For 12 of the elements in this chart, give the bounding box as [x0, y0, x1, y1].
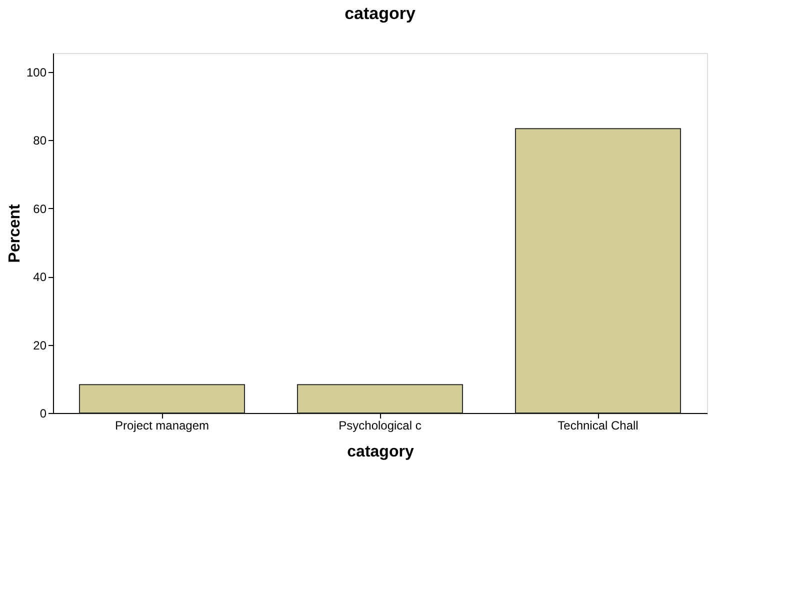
y-tick-label: 100 [26, 65, 47, 80]
y-tick-label: 20 [33, 338, 47, 352]
x-axis-title: catagory [347, 444, 414, 460]
x-tick-label: Project managem [114, 418, 210, 432]
y-tick-label: 60 [33, 202, 47, 216]
x-tick-label: Psychological c [338, 418, 422, 432]
y-tick-label: 40 [33, 270, 47, 284]
x-tick-label: Technical Chall [558, 418, 638, 432]
chart-title: catagory [344, 4, 416, 23]
y-tick-label: 0 [40, 406, 47, 420]
y-tick-label: 80 [33, 134, 47, 148]
y-axis-title: Percent [6, 203, 24, 263]
